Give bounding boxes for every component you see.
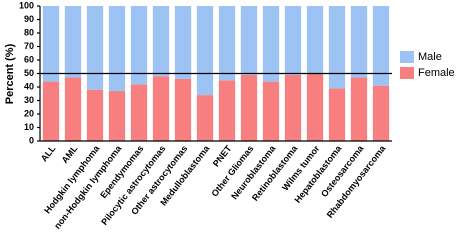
bar-segment — [350, 6, 368, 78]
bar-segment — [42, 81, 60, 141]
y-tick-label: 90 — [24, 14, 34, 24]
bar-segment — [86, 6, 104, 90]
bar-segment — [108, 6, 126, 92]
bar-segment — [218, 6, 236, 81]
legend-label: Male — [418, 51, 442, 63]
bar-segment — [152, 6, 170, 77]
bar-segment — [240, 6, 258, 75]
bar-segment — [306, 6, 324, 74]
bar-segment — [108, 91, 126, 141]
y-tick-label: 20 — [24, 108, 34, 118]
y-axis-label: Percent (%) — [4, 43, 16, 104]
y-tick-label: 10 — [24, 122, 34, 132]
y-tick-label: 80 — [24, 27, 34, 37]
bar-segment — [130, 84, 148, 141]
y-tick-label: 0 — [29, 135, 34, 145]
y-tick-label: 60 — [24, 54, 34, 64]
y-tick-label: 70 — [24, 41, 34, 51]
bar-segment — [328, 6, 346, 89]
bar-segment — [372, 6, 390, 86]
y-tick-label: 100 — [19, 0, 34, 10]
y-tick-label: 30 — [24, 95, 34, 105]
legend-swatch — [400, 67, 414, 79]
bar-segment — [306, 73, 324, 141]
bar-segment — [130, 6, 148, 85]
bar-segment — [174, 78, 192, 141]
bar-segment — [284, 74, 302, 141]
bar-segment — [328, 88, 346, 141]
legend-swatch — [400, 51, 414, 63]
bar-segment — [262, 81, 280, 141]
bar-segment — [42, 6, 60, 82]
bar-segment — [86, 89, 104, 141]
y-tick-label: 40 — [24, 81, 34, 91]
bar-segment — [174, 6, 192, 79]
bar-segment — [196, 95, 214, 141]
bar-segment — [240, 74, 258, 141]
bar-segment — [64, 6, 82, 78]
legend-label: Female — [418, 67, 455, 79]
bar-segment — [372, 85, 390, 141]
bar-segment — [64, 77, 82, 141]
y-tick-label: 50 — [24, 68, 34, 78]
bar-segment — [152, 76, 170, 141]
bar-segment — [262, 6, 280, 82]
bar-segment — [196, 6, 214, 96]
bar-segment — [218, 80, 236, 141]
x-tick-label: ALL — [39, 143, 58, 163]
bar-segment — [284, 6, 302, 75]
bar-segment — [350, 77, 368, 141]
x-tick-label: AML — [60, 143, 80, 165]
